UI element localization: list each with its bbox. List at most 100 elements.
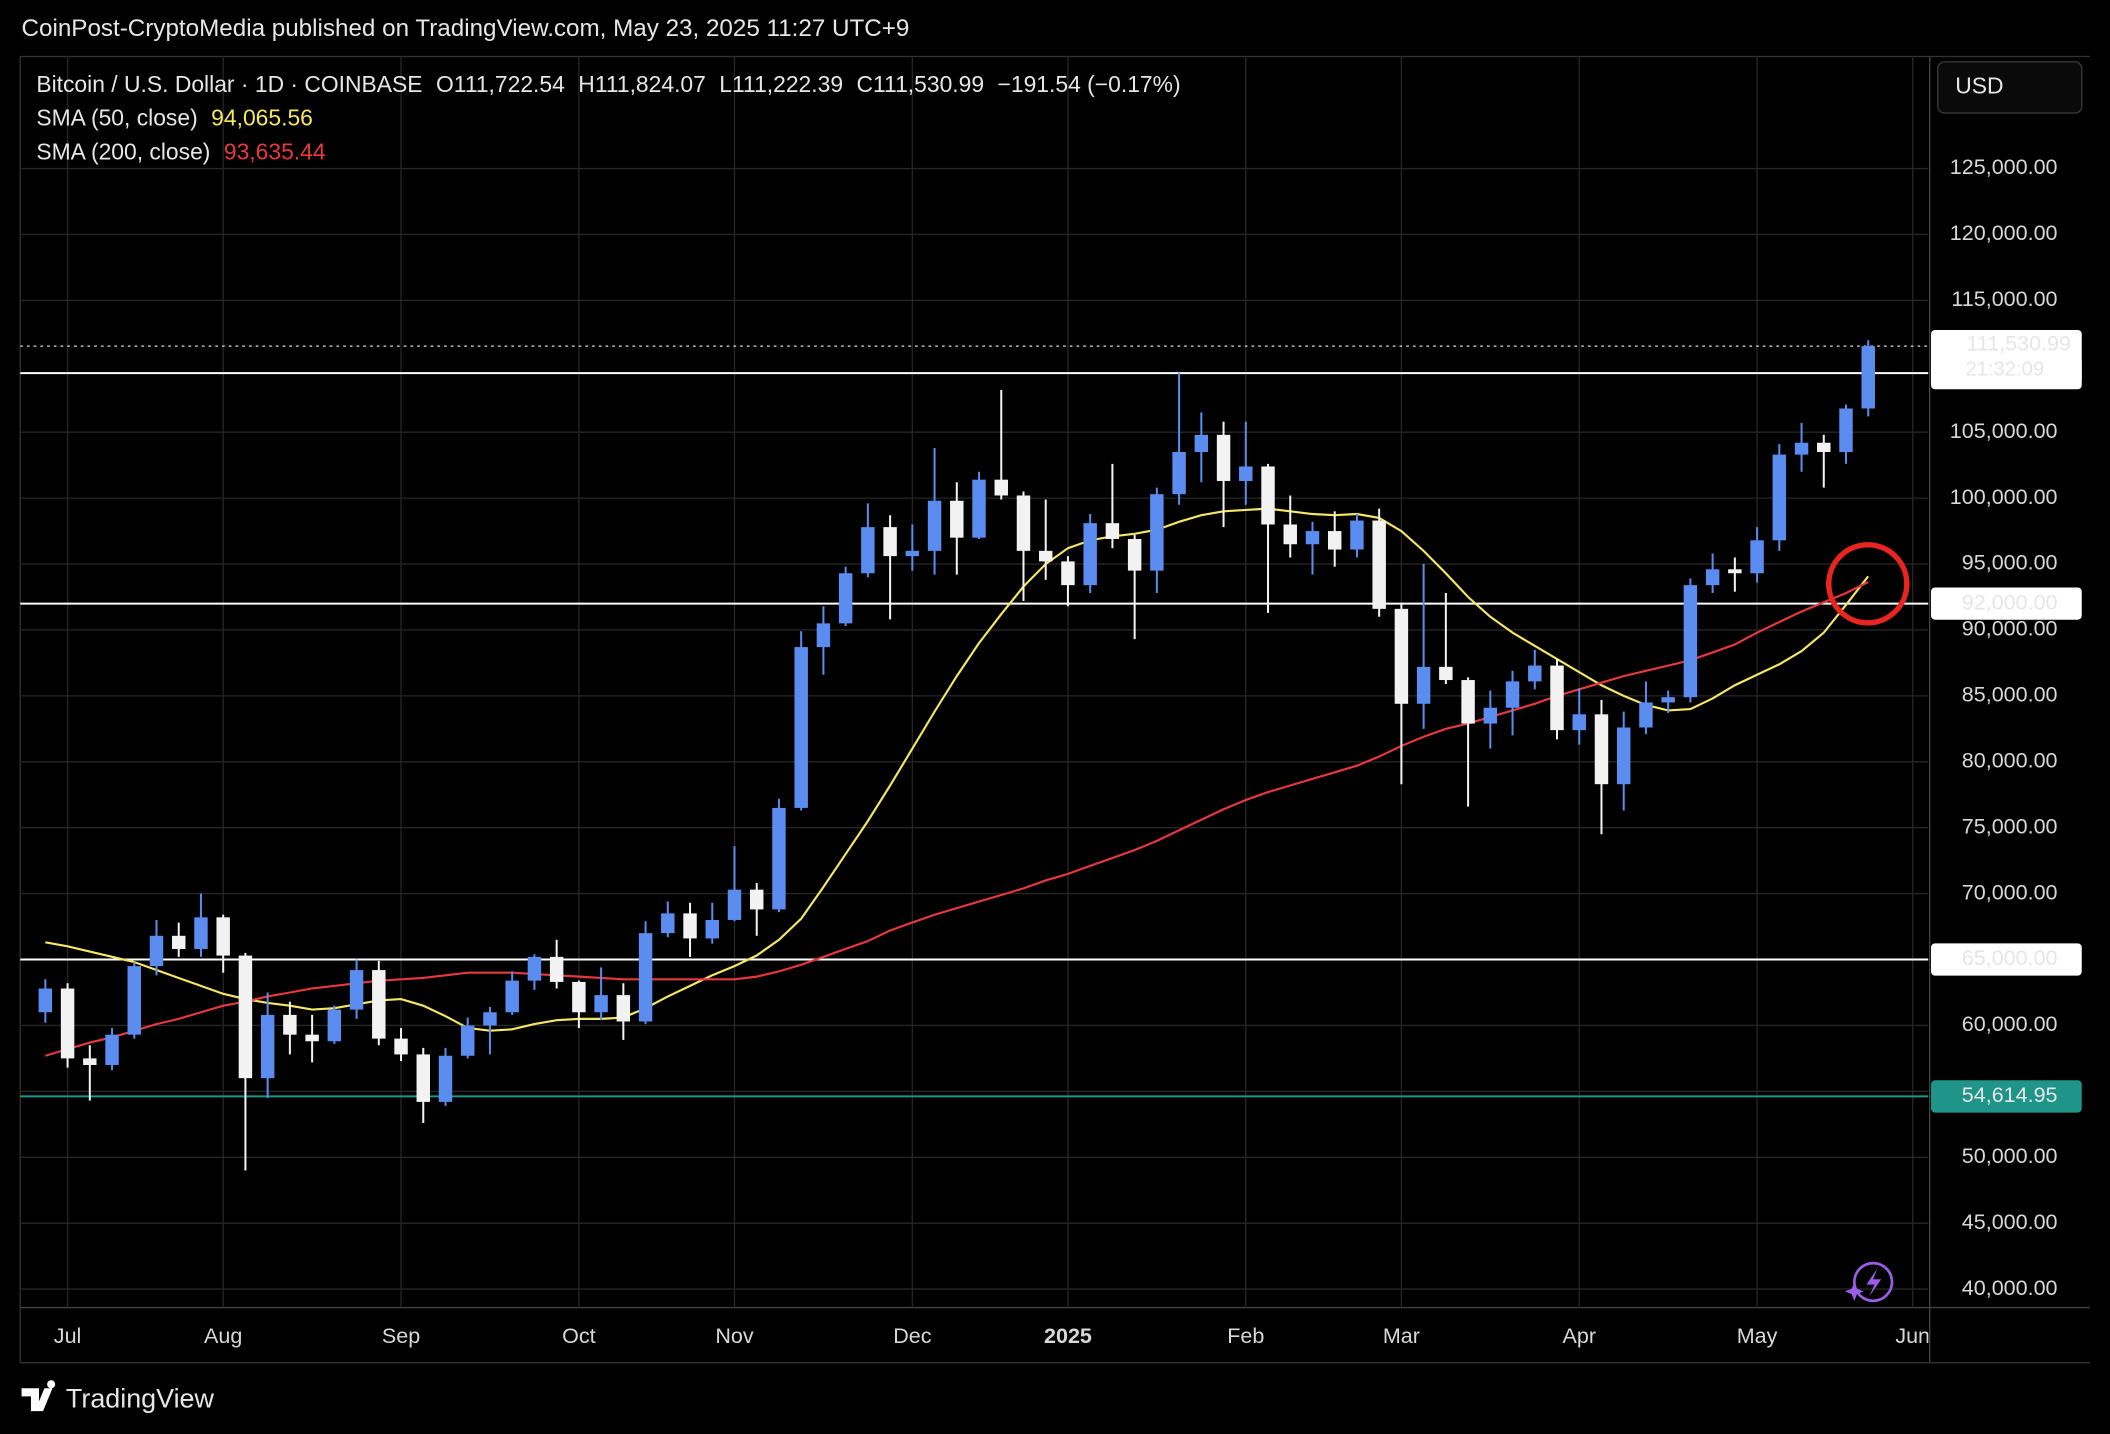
candle-body	[1461, 680, 1475, 724]
x-tick-label: May	[1737, 1324, 1778, 1348]
y-tick-label: 105,000.00	[1950, 419, 2058, 443]
candle-body	[394, 1038, 408, 1055]
candle-body	[1550, 665, 1564, 731]
legend-series-name: SMA (50, close)	[36, 105, 197, 131]
candle-body	[950, 500, 964, 538]
candle-body	[1683, 585, 1698, 698]
ohlc-value: 111,222.39	[732, 71, 843, 97]
candle-body	[1528, 665, 1542, 682]
candle-body	[927, 500, 942, 551]
legend: Bitcoin / U.S. Dollar · 1D · COINBASE O11…	[36, 71, 1180, 164]
candle-body	[416, 1054, 430, 1102]
candle-body	[1817, 442, 1831, 452]
level-label-box	[1931, 943, 2082, 976]
candle-body	[1127, 538, 1142, 571]
last-price-box	[1931, 329, 2082, 384]
candle-body	[794, 647, 808, 808]
candle-body	[1416, 666, 1431, 704]
candle-body	[349, 970, 364, 1010]
candle-body	[1172, 451, 1186, 495]
legend-main: Bitcoin / U.S. Dollar · 1D · COINBASE O11…	[36, 71, 1180, 97]
candle-body	[1261, 466, 1275, 525]
ohlc-key: C	[857, 71, 874, 97]
y-tick-label: 95,000.00	[1962, 551, 2058, 575]
candle-body	[238, 955, 253, 1079]
candle-body	[172, 935, 186, 949]
level-label-box	[1931, 1080, 2082, 1113]
alert-icon-bolt	[1866, 1268, 1882, 1297]
candle-body	[1327, 531, 1342, 550]
legend-series: SMA (50, close) 94,065.56	[36, 105, 313, 131]
candle-body	[83, 1058, 97, 1065]
candle-body	[1305, 531, 1320, 545]
candle-body	[1394, 608, 1409, 704]
candle-body	[616, 995, 631, 1022]
x-tick-label: Feb	[1227, 1324, 1264, 1348]
logo-text: TradingView	[66, 1383, 215, 1413]
x-tick-label: Sep	[382, 1324, 420, 1348]
y-tick-label: 80,000.00	[1962, 748, 2058, 772]
candle-body	[749, 889, 764, 910]
x-tick-label: 2025	[1044, 1324, 1092, 1348]
candle-body	[549, 956, 564, 982]
candle-body	[883, 527, 897, 557]
y-tick-label: 125,000.00	[1950, 155, 2058, 179]
legend-series-value: 93,635.44	[224, 138, 326, 164]
y-tick-label: 60,000.00	[1962, 1012, 2058, 1036]
y-tick-label: 50,000.00	[1962, 1144, 2058, 1168]
ohlc-value: 111,530.99	[873, 71, 984, 97]
footer-logo[interactable]: TradingView	[21, 1380, 215, 1413]
x-tick-label: Aug	[204, 1324, 242, 1348]
candle-body	[527, 956, 542, 981]
candle-body	[483, 1012, 497, 1026]
candle-body	[1505, 681, 1520, 708]
candle-body	[1016, 495, 1031, 551]
candle-body	[816, 623, 831, 648]
level-label: 92,000.00	[1962, 590, 2058, 614]
alert-icon-spark	[1844, 1281, 1864, 1301]
candle-body	[861, 527, 875, 574]
candle-body	[727, 889, 742, 920]
candle-body	[1194, 434, 1209, 452]
candle-body	[216, 917, 230, 956]
candle-body	[1350, 520, 1364, 550]
ohlc-key: L	[719, 71, 732, 97]
candle-body	[1083, 523, 1097, 586]
candle-body	[1372, 520, 1386, 609]
countdown-label: 21:32:09	[1966, 359, 2045, 381]
candle-body	[149, 935, 164, 967]
currency-button[interactable]: USD	[1937, 61, 2083, 114]
candle-body	[1572, 714, 1586, 731]
y-tick-label: 120,000.00	[1950, 221, 2058, 245]
annotation-circle	[1826, 542, 1910, 626]
candle-body	[1750, 540, 1764, 574]
legend-series-value: 94,065.56	[211, 105, 313, 131]
grid	[20, 56, 1929, 1308]
ohlc-key: H	[578, 71, 595, 97]
candle-body	[772, 807, 786, 910]
published-line: CoinPost-CryptoMedia published on Tradin…	[22, 15, 910, 42]
sma-line	[45, 581, 1869, 1057]
alert-icon[interactable]	[1844, 1261, 1894, 1303]
candle-body	[1705, 569, 1720, 586]
candle-body	[1061, 561, 1075, 586]
candle-body	[1105, 523, 1120, 539]
candle-body	[638, 933, 653, 1022]
legend-series-name: SMA (200, close)	[36, 138, 210, 164]
candle-body	[327, 1009, 342, 1042]
x-tick-label: Mar	[1383, 1324, 1420, 1348]
ohlc-value: 111,722.54	[454, 71, 565, 97]
ohlc-key: O	[436, 71, 454, 97]
candle-body	[594, 995, 608, 1013]
level-label: 54,614.95	[1962, 1083, 2058, 1107]
last-price-label: 111,530.99	[1966, 331, 2071, 355]
candle-body	[60, 988, 75, 1059]
change-value: −191.54 (−0.17%)	[998, 71, 1181, 97]
candle-body	[572, 981, 586, 1013]
candle-body	[1150, 494, 1164, 571]
currency-label: USD	[1955, 72, 2003, 98]
candle-body	[683, 913, 697, 939]
candle-body	[1038, 550, 1053, 562]
